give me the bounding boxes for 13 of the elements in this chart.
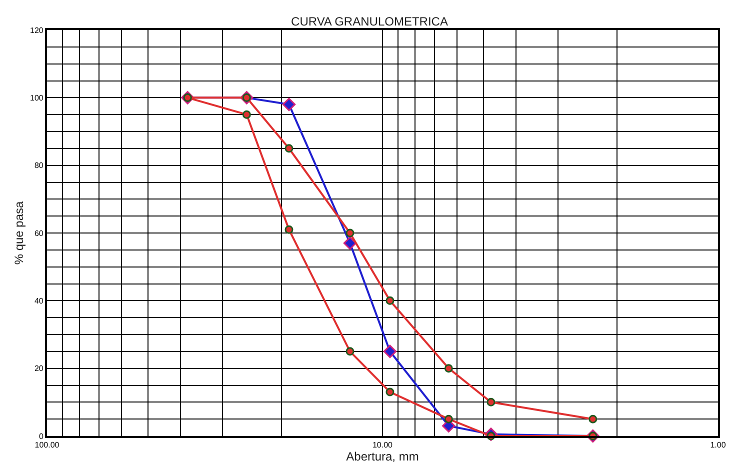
y-tick-label: 40 <box>34 296 44 306</box>
y-tick-label: 20 <box>34 364 44 374</box>
y-tick-label: 60 <box>34 228 44 238</box>
x-tick-label: 10.00 <box>372 440 394 450</box>
y-axis-title: % que pasa <box>12 200 26 265</box>
x-tick-label: 1.00 <box>710 440 726 450</box>
x-axis-title: Abertura, mm <box>346 450 419 464</box>
y-tick-label: 120 <box>30 26 44 35</box>
y-tick-label: 100 <box>30 93 44 102</box>
chart-title: CURVA GRANULOMETRICA <box>291 14 448 28</box>
x-tick-label: 100.00 <box>34 440 60 450</box>
y-tick-label: 0 <box>38 432 44 441</box>
y-tick-label: 80 <box>34 161 44 170</box>
